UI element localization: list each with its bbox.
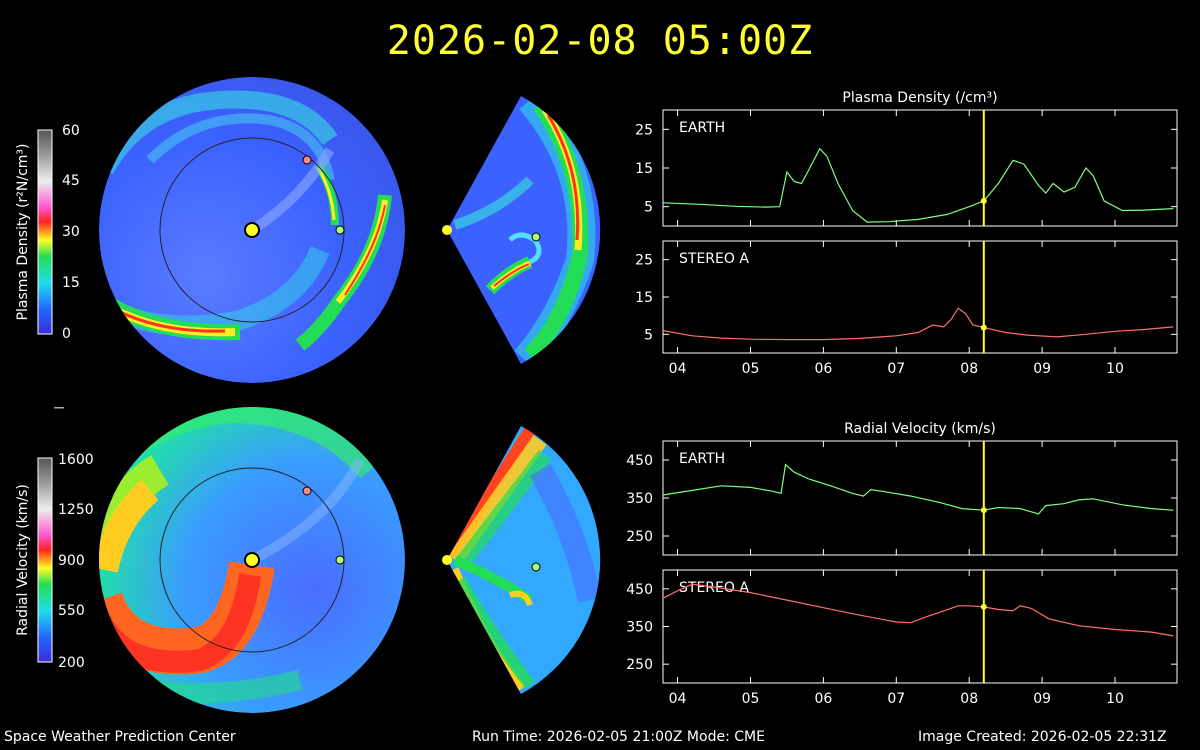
- sun-icon: [244, 552, 260, 568]
- x-tick-label: 08: [960, 361, 978, 377]
- current-value-dot: [980, 507, 987, 514]
- current-value-dot: [980, 197, 987, 204]
- y-tick-label: 25: [635, 122, 653, 138]
- y-tick-label: 250: [626, 657, 653, 673]
- disk-markers: [244, 155, 541, 572]
- y-tick-label: 350: [626, 620, 653, 636]
- y-tick-label: 25: [635, 253, 653, 269]
- density-meridional-wedge: [447, 96, 601, 364]
- y-tick-label: 350: [626, 491, 653, 507]
- density-tick: 0: [62, 326, 71, 342]
- x-tick-label: 05: [742, 691, 760, 707]
- velocity-tick: 900: [58, 553, 85, 569]
- y-tick-label: 450: [626, 453, 653, 469]
- series-line: [662, 147, 1174, 223]
- earth-marker-icon: [531, 562, 541, 572]
- separator-dash: [54, 407, 64, 409]
- y-tick-label: 5: [644, 200, 653, 216]
- sun-icon: [442, 225, 452, 235]
- earth-marker-icon: [335, 555, 345, 565]
- plot-title: Radial Velocity (km/s): [844, 421, 996, 437]
- footer-org: Space Weather Prediction Center: [4, 729, 236, 745]
- panel-label: STEREO A: [679, 580, 749, 596]
- stereo-a-marker-icon: [302, 155, 312, 165]
- x-tick-label: 08: [960, 691, 978, 707]
- velocity-colorbar: 1600 1250 900 550 200 Radial Velocity (k…: [15, 452, 94, 671]
- x-tick-label: 04: [669, 361, 687, 377]
- y-tick-label: 15: [635, 161, 653, 177]
- timestamp-title: 2026-02-08 05:00Z: [386, 18, 814, 64]
- current-value-dot: [980, 603, 987, 610]
- velocity-tick: 550: [58, 603, 85, 619]
- density-colorbar-label: Plasma Density (r²N/cm³): [15, 144, 31, 321]
- series-line: [662, 583, 1174, 637]
- density-tick: 30: [62, 224, 80, 240]
- y-tick-label: 15: [635, 290, 653, 306]
- x-tick-label: 10: [1106, 691, 1124, 707]
- panel-label: STEREO A: [679, 251, 749, 267]
- x-tick-label: 06: [814, 361, 832, 377]
- density-tick: 60: [62, 123, 80, 139]
- velocity-meridional-wedge: [447, 426, 601, 694]
- velocity-tick: 200: [58, 655, 85, 671]
- series-line: [662, 307, 1174, 341]
- x-tick-label: 10: [1106, 361, 1124, 377]
- density-colorbar: 60 45 30 15 0 Plasma Density (r²N/cm³): [15, 123, 80, 342]
- y-tick-label: 450: [626, 582, 653, 598]
- time-series-panels: Plasma Density (/cm³) EARTH 5 15 25 STEREO A 5…: [626, 90, 1178, 707]
- series-line: [662, 463, 1174, 515]
- sun-icon: [442, 555, 452, 565]
- footer-run-info: Run Time: 2026-02-05 21:00Z Mode: CME: [472, 729, 765, 745]
- plot-frame: [662, 109, 1178, 227]
- earth-marker-icon: [335, 225, 345, 235]
- x-tick-label: 04: [669, 691, 687, 707]
- velocity-colorbar-label: Radial Velocity (km/s): [15, 484, 31, 636]
- y-tick-label: 250: [626, 529, 653, 545]
- x-tick-label: 06: [814, 691, 832, 707]
- footer-created: Image Created: 2026-02-05 22:31Z: [918, 729, 1167, 745]
- x-tick-label: 09: [1033, 691, 1051, 707]
- current-value-dot: [980, 324, 987, 331]
- panel-label: EARTH: [679, 120, 725, 136]
- stereo-a-marker-icon: [302, 486, 312, 496]
- x-tick-label: 07: [887, 691, 905, 707]
- density-tick: 45: [62, 173, 80, 189]
- y-tick-label: 5: [644, 327, 653, 343]
- velocity-tick: 1250: [58, 502, 94, 518]
- sun-icon: [244, 222, 260, 238]
- x-tick-label: 05: [742, 361, 760, 377]
- x-tick-label: 07: [887, 361, 905, 377]
- velocity-tick: 1600: [58, 452, 94, 468]
- density-tick: 15: [62, 275, 80, 291]
- panel-label: EARTH: [679, 451, 725, 467]
- earth-marker-icon: [531, 232, 541, 242]
- x-tick-label: 09: [1033, 361, 1051, 377]
- plot-title: Plasma Density (/cm³): [842, 90, 997, 106]
